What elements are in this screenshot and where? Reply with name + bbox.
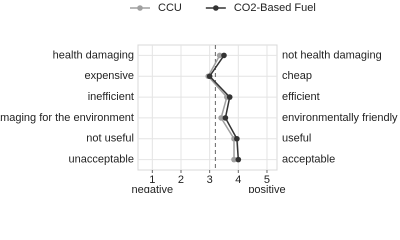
y-tick-label-left: expensive: [84, 70, 134, 82]
point: [221, 52, 227, 59]
y-tick-label-left: health damaging: [53, 49, 134, 61]
legend-swatch-point: [213, 5, 219, 11]
point: [206, 73, 213, 80]
point: [216, 52, 223, 59]
y-tick-label-right: not health damaging: [282, 49, 382, 61]
x-label-high: positive: [248, 184, 285, 193]
chart: 1 2 3 4 5 health damaging not health damaging e…: [0, 2, 398, 193]
y-tick-label-left: unacceptable: [69, 153, 134, 165]
x-tick-label: 1: [149, 174, 155, 186]
y-tick-label-left: damaging for the environment: [0, 112, 134, 124]
x-tick-label: 3: [207, 174, 213, 186]
x-tick-label: 4: [235, 174, 241, 186]
y-tick-label-right: acceptable: [282, 153, 335, 165]
point: [218, 115, 224, 121]
series-line: [207, 55, 235, 160]
y-tick-label-right: cheap: [282, 70, 312, 82]
x-label-low: negative: [132, 184, 174, 193]
point: [235, 156, 242, 163]
y-tick-label-right: useful: [282, 133, 311, 145]
plot-panel: [137, 44, 278, 171]
legend-label: CCU: [158, 2, 182, 14]
y-tick-label-left: inefficient: [88, 91, 134, 103]
y-tick-label-left: not useful: [86, 133, 134, 145]
legend-label: CO2-Based Fuel: [234, 2, 316, 14]
legend-swatch-point: [137, 5, 143, 11]
point: [231, 156, 237, 163]
point: [226, 94, 233, 100]
x-tick-label: 2: [178, 174, 184, 186]
y-tick-label-right: efficient: [282, 91, 320, 103]
series-line: [208, 54, 240, 160]
point: [234, 135, 240, 142]
y-tick-label-right: environmentally friendly: [282, 112, 398, 124]
point: [222, 115, 229, 121]
x-tick-label: 5: [264, 174, 270, 186]
